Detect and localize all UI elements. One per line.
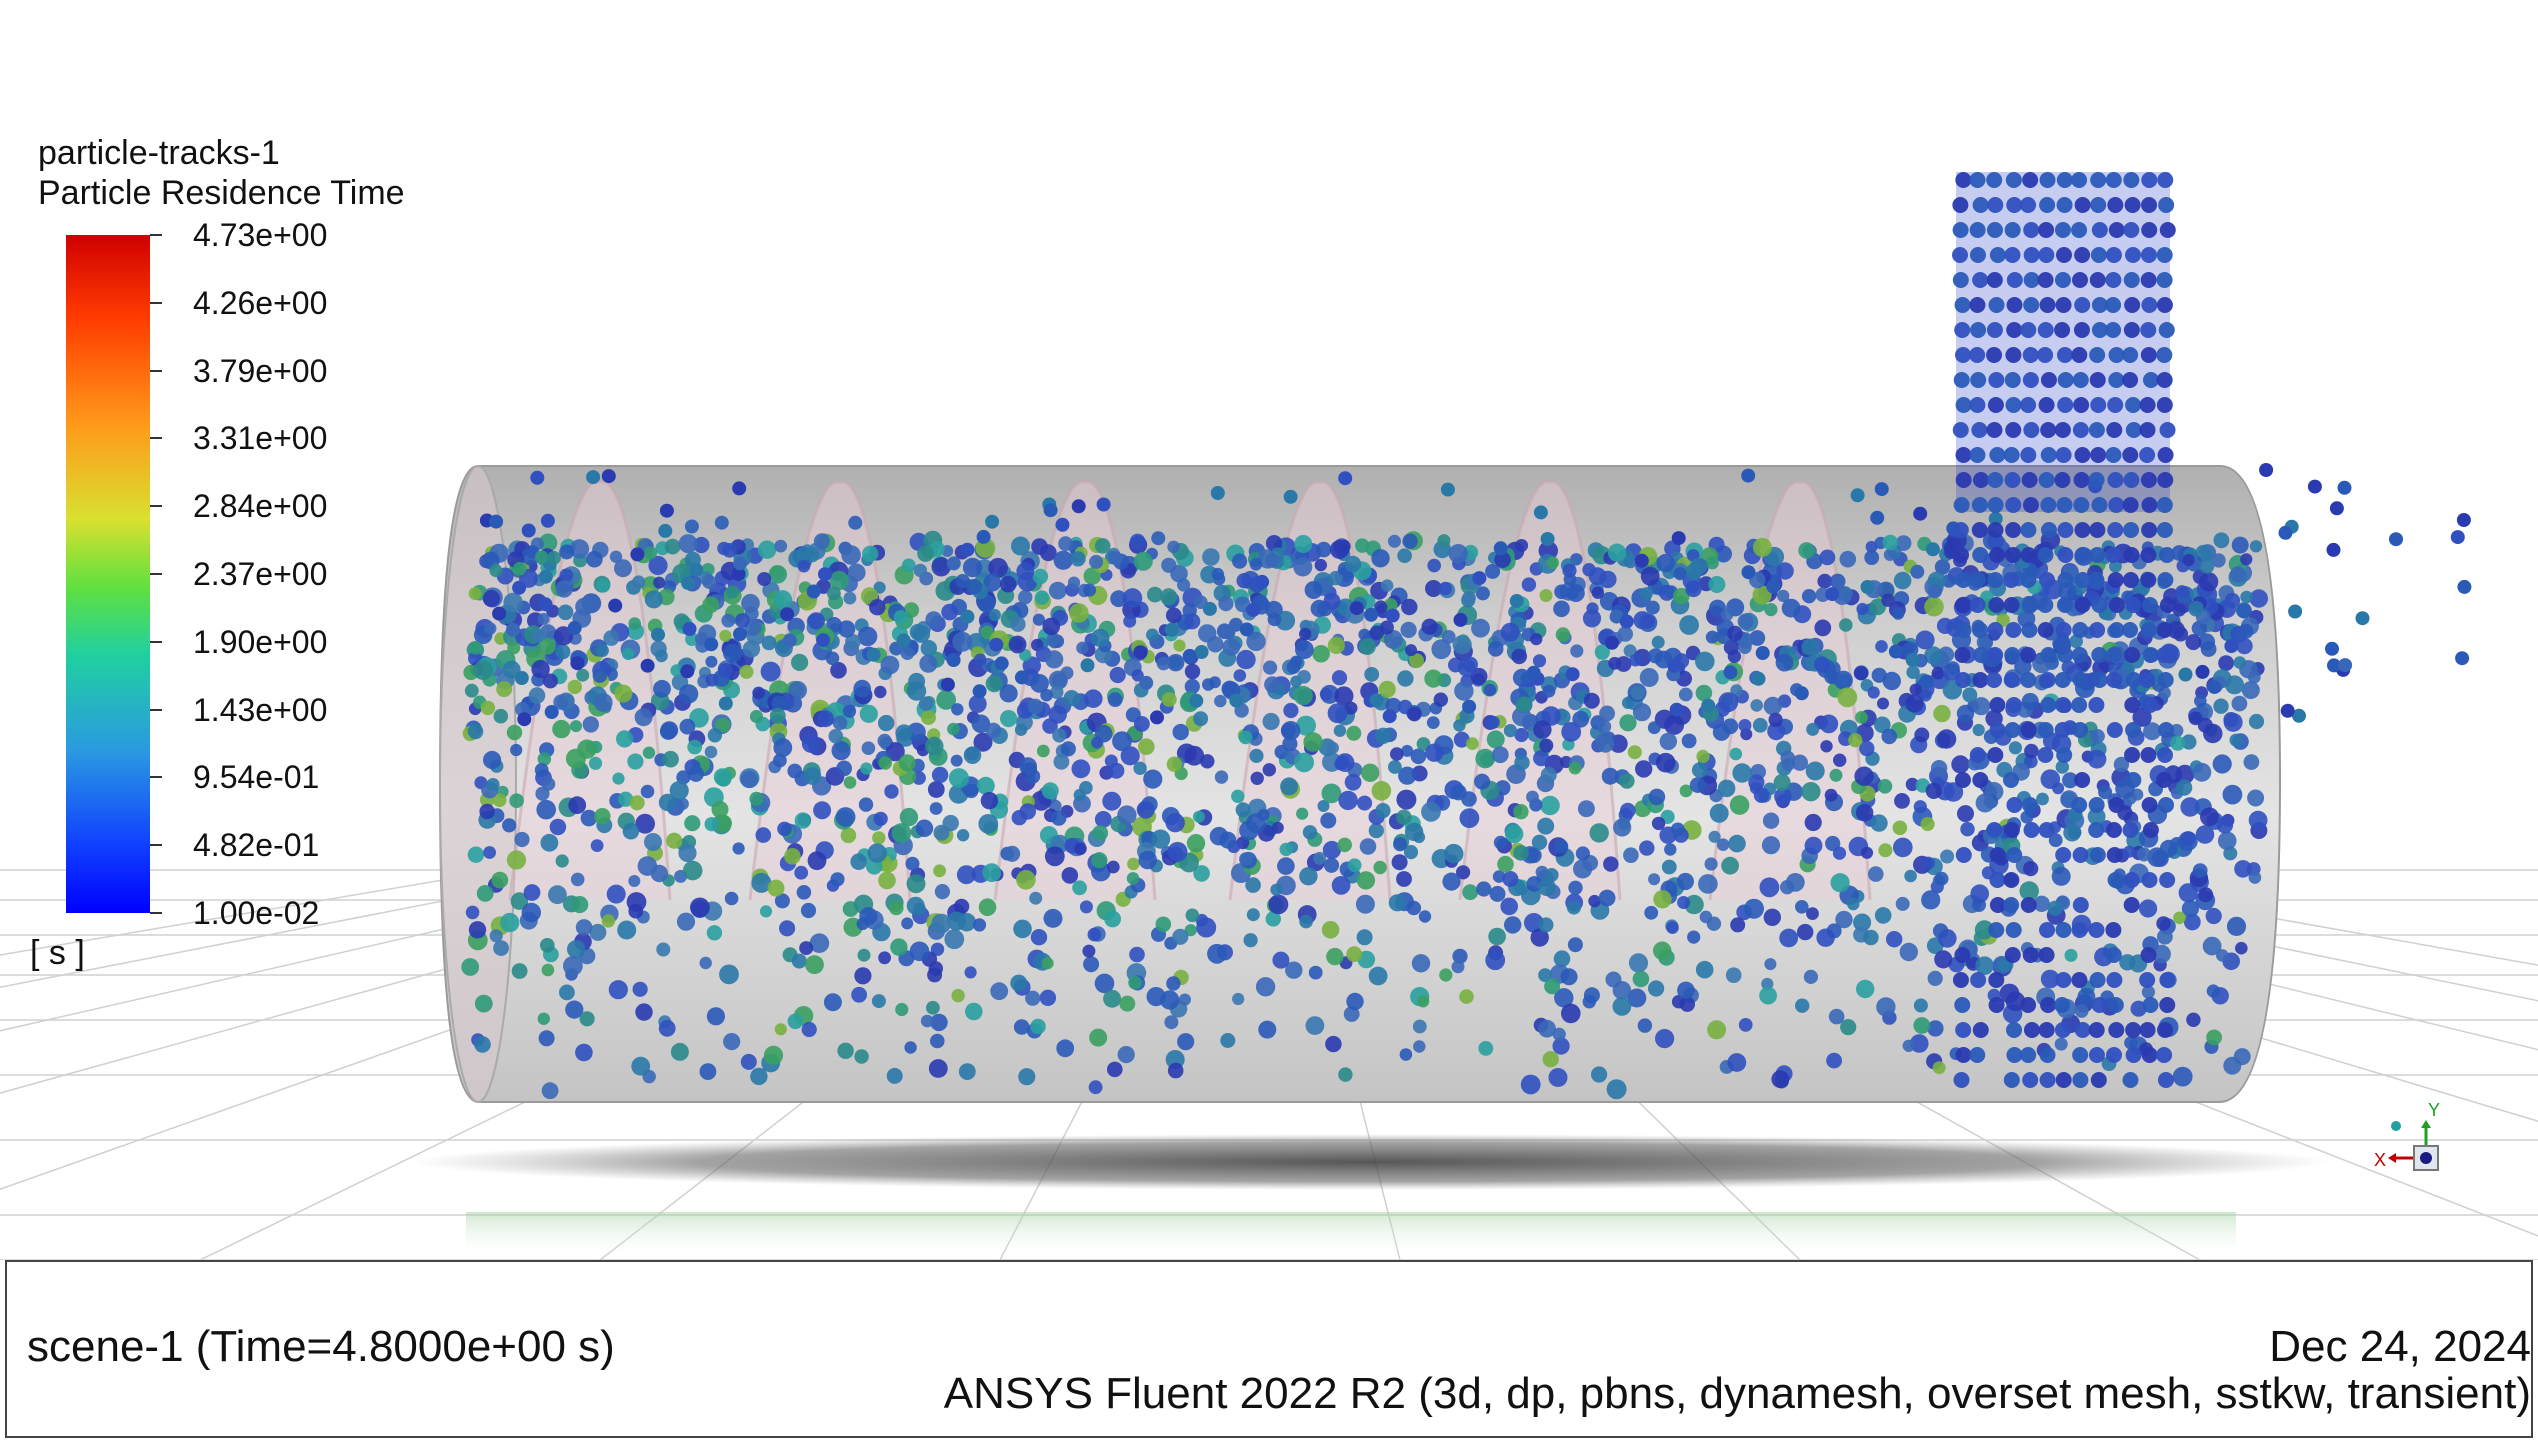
- colormap-tick-label: 2.37e+00: [193, 556, 328, 592]
- colormap-tick-label: 1.43e+00: [193, 691, 328, 728]
- date-label: Dec 24, 2024: [2269, 1322, 2531, 1371]
- title-info-box: scene-1 (Time=4.8000e+00 s) Dec 24, 2024…: [5, 1260, 2533, 1438]
- axis-y-label: Y: [2428, 1100, 2440, 1120]
- floor-reflection: [466, 1212, 2236, 1258]
- scene-render[interactable]: X Y: [0, 0, 2538, 1260]
- colormap-tick-label: 4.82e-01: [193, 827, 320, 864]
- legend-units: [ s ]: [30, 934, 85, 972]
- colormap-tick-label: 2.84e+00: [193, 488, 328, 525]
- colormap-tick: [150, 640, 162, 643]
- colormap-tick: [150, 776, 162, 779]
- legend-variable-name: Particle Residence Time: [38, 174, 405, 212]
- xyz-triad-icon[interactable]: X Y: [2374, 1100, 2440, 1171]
- legend-track-name: particle-tracks-1: [38, 134, 280, 172]
- colormap-tick: [150, 234, 162, 236]
- floor-shadow: [410, 1134, 2330, 1190]
- colormap-tick: [150, 437, 162, 440]
- scene-time-label: scene-1 (Time=4.8000e+00 s): [27, 1322, 615, 1371]
- colormap-tick: [150, 369, 162, 372]
- colormap-tick-label: 4.73e+00: [193, 217, 328, 253]
- colormap-tick-label: 3.31e+00: [193, 420, 328, 457]
- particle-tracks: [461, 172, 2472, 1100]
- colormap-tick-label: 4.26e+00: [193, 284, 328, 321]
- graphics-viewport[interactable]: X Y particle-tracks-1 Particle Residence…: [0, 0, 2538, 1260]
- colormap-tick: [150, 573, 162, 575]
- solver-info-label: ANSYS Fluent 2022 R2 (3d, dp, pbns, dyna…: [943, 1369, 2531, 1418]
- colormap-bar[interactable]: [66, 235, 150, 913]
- colormap-tick-label: 1.90e+00: [193, 623, 328, 660]
- colormap-tick-label: 9.54e-01: [193, 759, 320, 796]
- colormap-tick-label: 1.00e-02: [193, 895, 320, 931]
- colormap-tick: [150, 844, 162, 847]
- axis-x-label: X: [2374, 1150, 2386, 1170]
- colormap-tick: [150, 301, 162, 304]
- colormap-tick: [150, 505, 162, 508]
- colormap-tick-label: 3.79e+00: [193, 352, 328, 389]
- colormap-tick: [150, 912, 162, 914]
- colormap-tick: [150, 708, 162, 711]
